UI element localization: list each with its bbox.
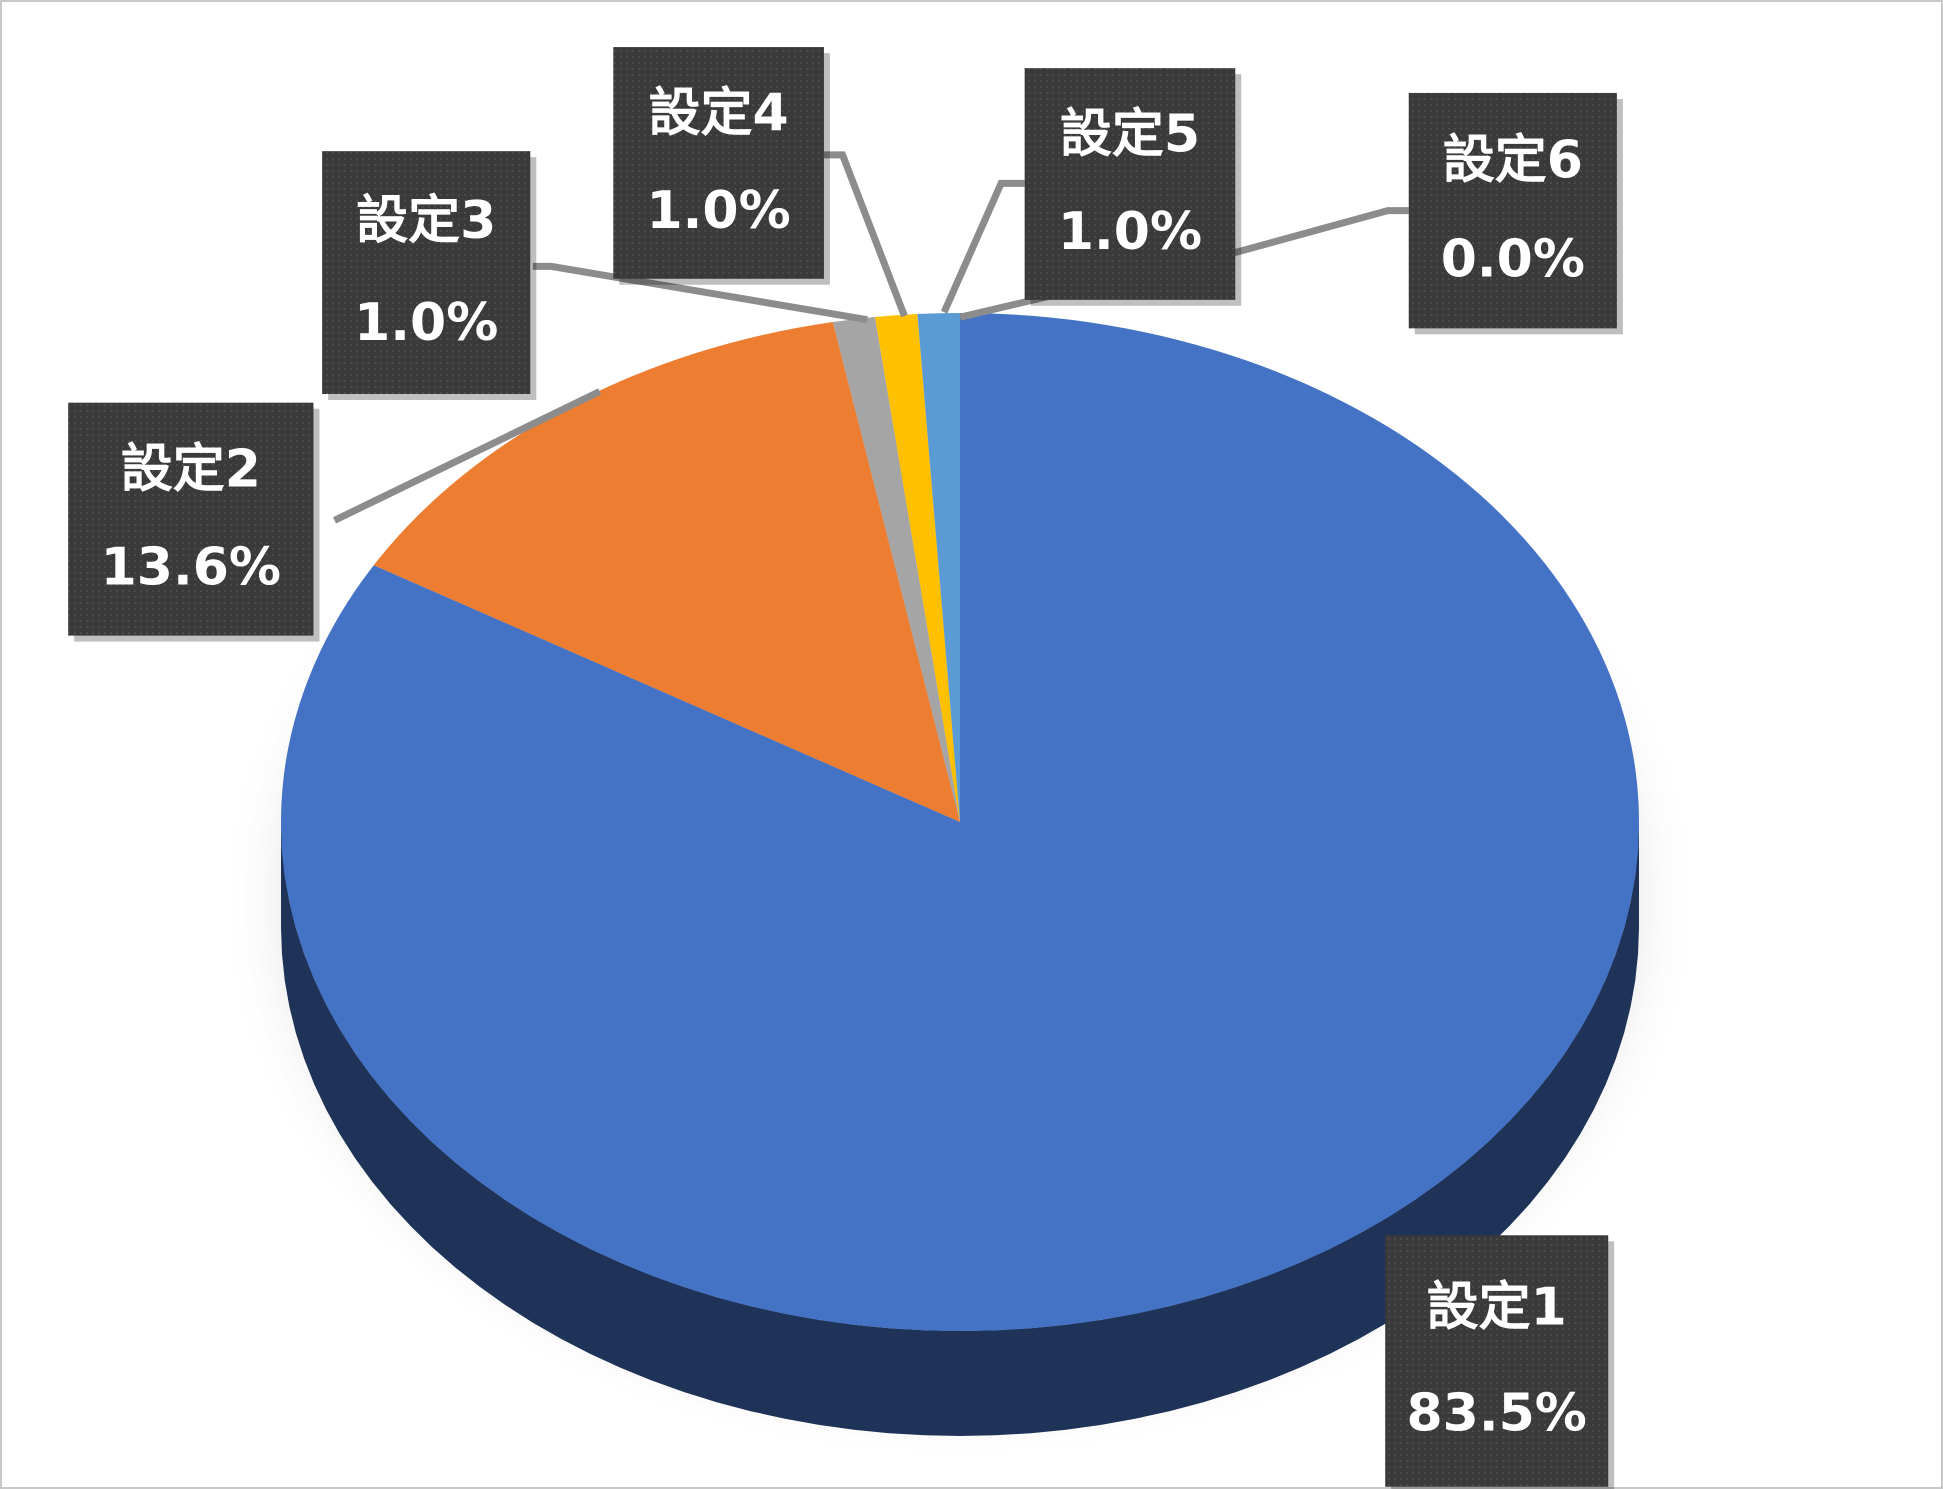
label-box — [1385, 1235, 1609, 1487]
label-box — [68, 402, 314, 636]
label-name: 設定2 — [121, 440, 261, 500]
label-name: 設定6 — [1443, 131, 1583, 191]
label-value: 1.0% — [1058, 202, 1202, 262]
label-box — [613, 47, 824, 279]
label-value: 83.5% — [1407, 1383, 1587, 1443]
label-name: 設定5 — [1060, 105, 1200, 165]
pie-slice — [373, 321, 960, 822]
label-box — [322, 151, 531, 395]
label-name: 設定3 — [356, 191, 496, 251]
label-box — [1408, 92, 1617, 329]
pie-slice — [917, 313, 960, 822]
leader-line — [823, 151, 908, 318]
pie-slice-side — [281, 822, 1639, 1436]
pie-slice — [874, 314, 960, 822]
label-value: 1.0% — [647, 181, 791, 241]
label-name: 設定4 — [649, 84, 789, 144]
leader-line — [940, 179, 1025, 314]
pie-sides — [281, 822, 1639, 1436]
leader-line — [1238, 207, 1409, 255]
label-value: 1.0% — [354, 293, 498, 353]
leader-line — [532, 262, 868, 324]
label-box — [1024, 68, 1236, 300]
label-value: 13.6% — [101, 537, 281, 597]
leader-line — [333, 388, 602, 524]
label-value: 0.0% — [1441, 229, 1585, 289]
label-name: 設定1 — [1427, 1278, 1567, 1338]
pie-slice — [832, 317, 960, 822]
data-labels: 設定1 83.5% 設定2 13.6% 設定3 1.0% 設定4 1.0% 設定5 1.0% 設定6… — [68, 47, 1623, 1489]
pie-tops — [281, 313, 1640, 1331]
pie-slice — [281, 313, 1640, 1331]
